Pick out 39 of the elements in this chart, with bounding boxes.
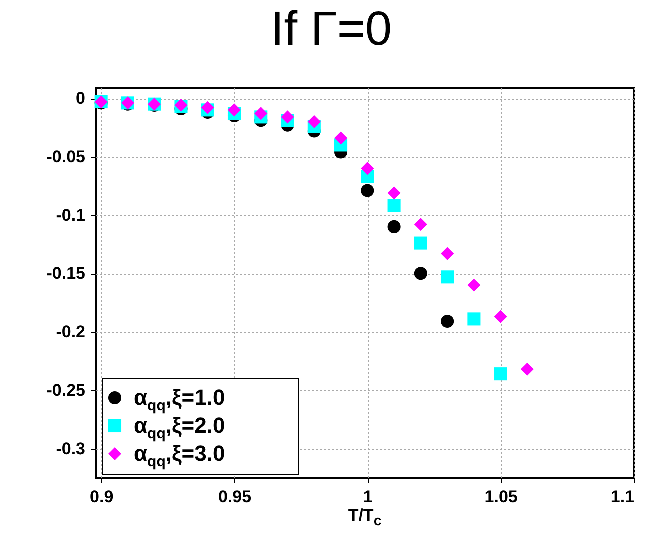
y-tick-label: -0.3 — [56, 439, 86, 458]
legend-label: α$_{qq}$,ξ=2.0 — [134, 413, 226, 442]
y-tick-label: 0 — [76, 89, 86, 108]
y-tick-label: -0.05 — [46, 147, 86, 166]
legend-label: α$_{qq}$,ξ=1.0 — [134, 384, 226, 414]
point — [414, 218, 428, 232]
point — [361, 162, 374, 176]
point — [441, 315, 454, 328]
x-tick-label: 0.9 — [90, 488, 114, 506]
point — [281, 110, 294, 124]
point — [468, 312, 481, 326]
y-tick-label: -0.15 — [46, 264, 86, 284]
point — [441, 270, 454, 284]
x-tick-label: 0.95 — [218, 488, 252, 506]
y-tick-label: -0.25 — [46, 380, 86, 400]
point — [414, 267, 428, 280]
point — [254, 107, 268, 120]
chart-title: If Γ=0 — [270, 2, 394, 57]
point — [388, 186, 401, 200]
point — [441, 247, 454, 260]
legend-label: α$_{qq}$,ξ=3.0 — [134, 441, 226, 470]
x-tick-label: 1 — [363, 488, 373, 506]
point — [468, 278, 481, 292]
point — [201, 101, 214, 114]
point — [388, 220, 401, 234]
point — [308, 115, 321, 128]
point — [228, 104, 242, 117]
point — [494, 368, 508, 381]
point — [388, 199, 401, 212]
point — [494, 310, 508, 324]
x-axis-title: T/T$_{c}$ — [347, 506, 383, 530]
point — [414, 236, 428, 250]
y-tick-label: -0.1 — [56, 206, 86, 225]
point — [361, 184, 374, 198]
point — [334, 132, 348, 145]
point — [520, 362, 534, 376]
x-tick-label: 1.05 — [484, 488, 518, 506]
y-tick-label: -0.2 — [56, 322, 86, 342]
x-tick-label: 1.1 — [610, 488, 634, 506]
